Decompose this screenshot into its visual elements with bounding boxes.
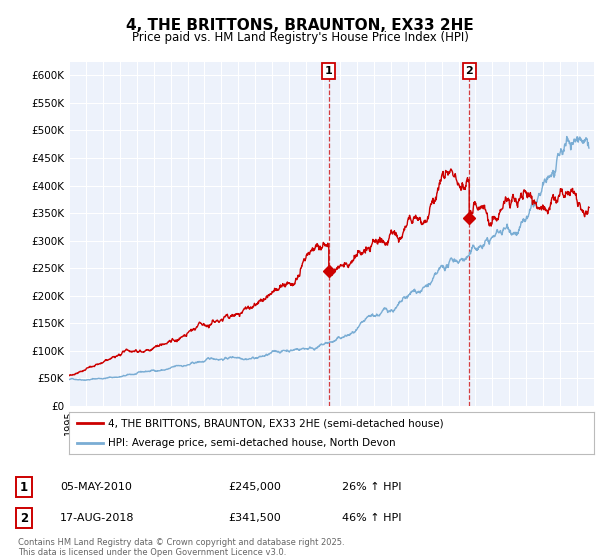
Text: 4, THE BRITTONS, BRAUNTON, EX33 2HE: 4, THE BRITTONS, BRAUNTON, EX33 2HE xyxy=(126,18,474,32)
Text: £245,000: £245,000 xyxy=(228,482,281,492)
Text: 2: 2 xyxy=(466,66,473,76)
Text: HPI: Average price, semi-detached house, North Devon: HPI: Average price, semi-detached house,… xyxy=(109,438,396,448)
Text: 17-AUG-2018: 17-AUG-2018 xyxy=(60,513,134,523)
Text: 4, THE BRITTONS, BRAUNTON, EX33 2HE (semi-detached house): 4, THE BRITTONS, BRAUNTON, EX33 2HE (sem… xyxy=(109,418,444,428)
Text: 46% ↑ HPI: 46% ↑ HPI xyxy=(342,513,401,523)
Text: 1: 1 xyxy=(325,66,332,76)
Text: Price paid vs. HM Land Registry's House Price Index (HPI): Price paid vs. HM Land Registry's House … xyxy=(131,31,469,44)
Text: 1: 1 xyxy=(20,480,28,494)
Text: Contains HM Land Registry data © Crown copyright and database right 2025.
This d: Contains HM Land Registry data © Crown c… xyxy=(18,538,344,557)
Text: 05-MAY-2010: 05-MAY-2010 xyxy=(60,482,132,492)
Text: £341,500: £341,500 xyxy=(228,513,281,523)
Text: 2: 2 xyxy=(20,511,28,525)
Text: 26% ↑ HPI: 26% ↑ HPI xyxy=(342,482,401,492)
